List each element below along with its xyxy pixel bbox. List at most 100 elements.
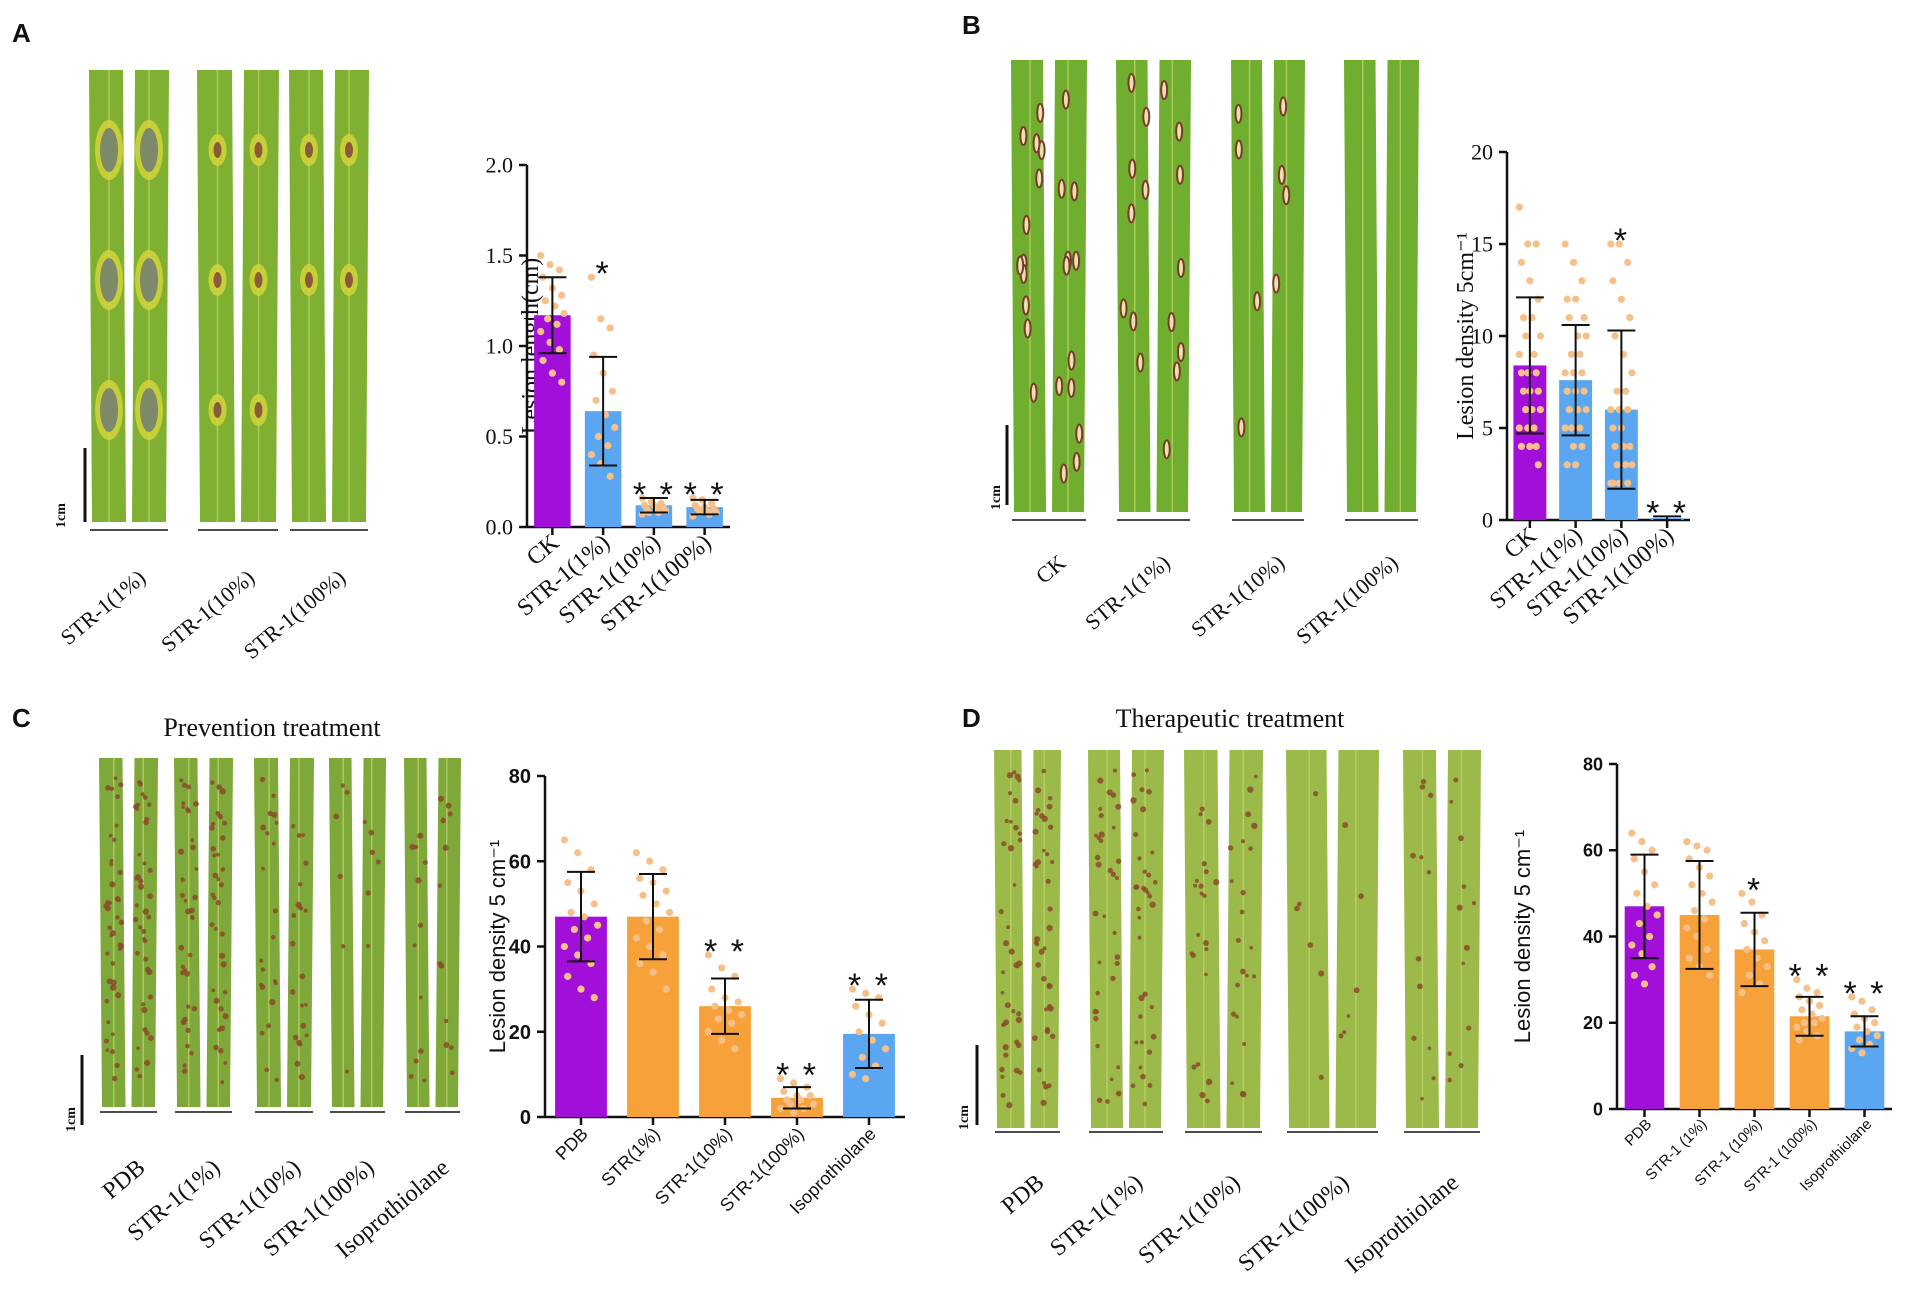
data-point	[1580, 314, 1588, 322]
data-point	[1561, 240, 1569, 248]
lesion-spot	[296, 1039, 302, 1046]
y-tick-label: 20	[1583, 1013, 1603, 1033]
leaf-strip	[289, 70, 326, 522]
lesion-spot	[1142, 106, 1151, 127]
lesion-spot	[1015, 964, 1020, 969]
lesion-spot	[1049, 1033, 1056, 1040]
lesion-spot	[1136, 352, 1145, 373]
data-point	[560, 309, 568, 318]
lesion-spot	[299, 973, 306, 980]
leaf-strip	[329, 758, 355, 1107]
data-point	[858, 1053, 866, 1061]
leaf-strip	[1011, 60, 1046, 512]
data-point	[806, 1092, 814, 1100]
data-point	[659, 951, 667, 959]
lesion-spot	[1003, 1052, 1009, 1058]
significance-marker: *	[596, 255, 611, 293]
lesion-spot	[340, 944, 346, 949]
lesion-spot	[1294, 905, 1300, 912]
lesion-spot	[1044, 1027, 1050, 1033]
lesion-spot	[1055, 376, 1064, 397]
lesion-spot	[1095, 1009, 1099, 1014]
lesion-spot	[1138, 994, 1145, 1002]
significance-marker: * *	[848, 967, 890, 1005]
data-point	[1798, 1006, 1806, 1014]
lesion-spot	[292, 1034, 299, 1041]
data-point	[1576, 350, 1584, 358]
lesion-spot	[1242, 1041, 1247, 1046]
data-point	[593, 921, 602, 929]
lesion-spot	[440, 817, 447, 824]
lesion-spot	[1176, 257, 1185, 278]
lesion-spot	[1204, 947, 1209, 952]
data-point	[1738, 988, 1746, 997]
lesion-spot	[414, 844, 419, 850]
data-point	[704, 951, 713, 959]
data-point	[809, 1100, 818, 1108]
panel-d-title: Therapeutic treatment	[1116, 704, 1346, 733]
data-point	[662, 887, 670, 895]
lesion-spot	[1017, 837, 1023, 843]
data-point	[1611, 442, 1619, 450]
lesion-spot	[344, 789, 350, 795]
lesion-spot	[1338, 1033, 1344, 1039]
lesion-spot	[147, 893, 154, 900]
data-point	[1569, 258, 1578, 266]
lesion-spot	[1139, 1040, 1144, 1045]
data-point	[606, 324, 614, 332]
lesion-spot	[258, 958, 264, 963]
lesion-spot	[210, 846, 216, 852]
panel-b-letter: B	[962, 10, 981, 40]
lesion-spot	[1098, 806, 1103, 811]
lesion-spot	[114, 823, 119, 828]
lesion-spot	[106, 978, 113, 985]
lesion-spot	[212, 853, 217, 858]
leaf-strip	[1226, 750, 1263, 1128]
lesion-spot	[1248, 846, 1253, 851]
panel-b-group-labels: CK STR-1(1%) STR-1(10%) STR-1(100%)	[1012, 519, 1418, 649]
lesion-spot	[259, 776, 266, 783]
lesion-spot	[408, 1074, 414, 1079]
data-point	[1611, 332, 1619, 340]
lesion-spot	[1253, 291, 1262, 312]
lesion-spot	[218, 1006, 224, 1012]
lesion-spot	[219, 952, 226, 959]
data-point	[855, 1028, 863, 1036]
lesion-spot	[1229, 879, 1234, 883]
lesion-spot	[1453, 777, 1459, 783]
lesion-spot	[100, 258, 118, 302]
data-point	[1848, 993, 1856, 1001]
lesion-spot	[213, 997, 220, 1004]
lesion-spot	[109, 984, 117, 991]
lesion-spot	[1061, 89, 1070, 110]
lesion-spot	[1095, 990, 1100, 996]
panel-a-scale-label: 1cm	[54, 503, 69, 528]
lesion-spot	[1000, 990, 1005, 995]
lesion-spot	[137, 852, 142, 857]
lesion-spot	[188, 907, 195, 914]
lesion-spot	[260, 824, 267, 831]
panel-b-scale-label: 1cm	[989, 485, 1004, 510]
lesion-spot	[1447, 1051, 1453, 1056]
data-point	[1522, 332, 1530, 340]
data-point	[1793, 976, 1801, 984]
lesion-spot	[412, 943, 417, 948]
lesion-spot	[437, 883, 442, 888]
data-point	[776, 1104, 785, 1113]
lesion-spot	[146, 914, 152, 920]
panel-a-leaves	[89, 70, 369, 522]
lesion-spot	[1144, 768, 1149, 773]
data-point	[1648, 963, 1656, 971]
lesion-spot	[1137, 856, 1142, 861]
data-point	[1607, 240, 1615, 248]
lesion-spot	[294, 1060, 301, 1067]
lesion-spot	[1035, 168, 1044, 189]
lesion-spot	[1110, 975, 1116, 982]
lesion-spot	[345, 142, 353, 158]
lesion-spot	[186, 1004, 191, 1009]
data-point	[1517, 258, 1526, 266]
panel-a: A 1cm STR-1(1%) STR-1(10%)STR-1(100%) 0.0…	[12, 18, 730, 664]
lesion-spot	[409, 844, 416, 851]
lesion-spot	[1140, 806, 1147, 813]
lesion-spot	[147, 867, 153, 873]
